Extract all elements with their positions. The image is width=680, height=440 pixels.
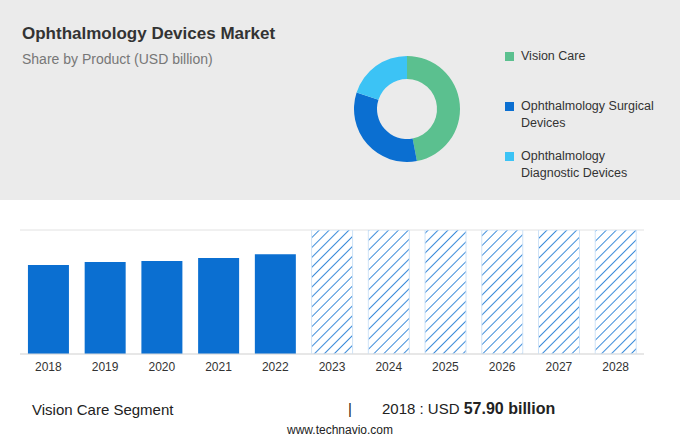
svg-text:2028: 2028 [602,360,629,374]
svg-text:2027: 2027 [546,360,573,374]
html-text:Ophthalmology Diagnostic Devic: Ophthalmology Diagnostic Devices [521,149,628,180]
svg-text:2021: 2021 [205,360,232,374]
svg-text:2018: 2018 [35,360,62,374]
html-text:2018 : USD 57.90 billion: 2018 : USD 57.90 billion [382,400,556,417]
svg-text:2019: 2019 [92,360,119,374]
html-text:Vision Care Segment: Vision Care Segment [32,401,174,418]
svg-text:2024: 2024 [375,360,402,374]
svg-text:2025: 2025 [432,360,459,374]
html-text:Ophthalmology Devices Market: Ophthalmology Devices Market [22,24,276,43]
svg-text:2023: 2023 [319,360,346,374]
svg-text:2022: 2022 [262,360,289,374]
svg-text:2020: 2020 [148,360,175,374]
svg-text:2026: 2026 [489,360,516,374]
html-text:Vision Care: Vision Care [521,49,586,63]
html-text:Ophthalmology Surgical Devices: Ophthalmology Surgical Devices [521,99,654,130]
html-text:Share by Product (USD billion): Share by Product (USD billion) [22,51,213,67]
html-text:www.technavio.com: www.technavio.com [287,423,393,437]
